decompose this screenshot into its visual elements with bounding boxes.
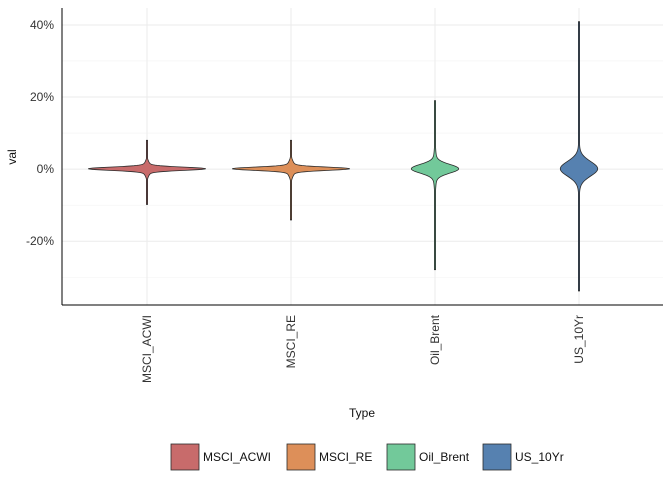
- violin-msci-acwi: [88, 139, 206, 205]
- legend-label: MSCI_RE: [319, 450, 372, 464]
- legend-item: MSCI_RE: [286, 443, 372, 471]
- legend: MSCI_ACWI MSCI_RE Oil_Brent US_10Yr: [170, 443, 564, 471]
- y-tick-label: 40%: [30, 18, 54, 32]
- legend-label: US_10Yr: [515, 450, 564, 464]
- violin-layer: [88, 21, 599, 292]
- legend-item: Oil_Brent: [386, 443, 470, 471]
- legend-label: MSCI_ACWI: [203, 450, 271, 464]
- x-tick-label: MSCI_ACWI: [140, 315, 154, 383]
- legend-key: [482, 443, 512, 471]
- axis-layer: -20% 0% 20% 40% MSCI_ACWI MSCI_RE Oil_Brent US_…: [26, 8, 663, 383]
- legend-key: [170, 443, 200, 471]
- legend-label: Oil_Brent: [419, 450, 470, 464]
- grid-layer: [62, 8, 663, 305]
- x-axis-title: Type: [349, 406, 375, 420]
- x-tick-label: Oil_Brent: [428, 314, 442, 365]
- x-tick-label: US_10Yr: [572, 315, 586, 364]
- legend-key: [386, 443, 416, 471]
- legend-key: [286, 443, 316, 471]
- violin-us-10yr: [559, 21, 599, 292]
- violin-oil-brent: [410, 100, 460, 271]
- y-tick-label: 20%: [30, 90, 54, 104]
- y-axis-title: val: [5, 149, 19, 164]
- violin-msci-re: [231, 139, 351, 221]
- y-tick-label: -20%: [26, 234, 54, 248]
- y-tick-label: 0%: [37, 162, 55, 176]
- x-tick-label: MSCI_RE: [284, 315, 298, 368]
- legend-item: US_10Yr: [482, 443, 564, 471]
- legend-item: MSCI_ACWI: [170, 443, 271, 471]
